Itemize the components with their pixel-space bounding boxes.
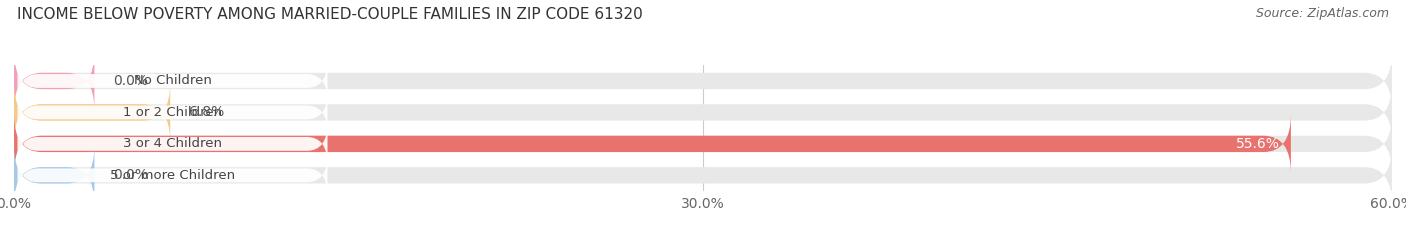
FancyBboxPatch shape bbox=[17, 60, 328, 102]
Text: 1 or 2 Children: 1 or 2 Children bbox=[122, 106, 222, 119]
FancyBboxPatch shape bbox=[17, 123, 328, 165]
Text: Source: ZipAtlas.com: Source: ZipAtlas.com bbox=[1256, 7, 1389, 20]
Text: 55.6%: 55.6% bbox=[1236, 137, 1279, 151]
FancyBboxPatch shape bbox=[14, 146, 94, 205]
FancyBboxPatch shape bbox=[14, 83, 170, 142]
FancyBboxPatch shape bbox=[14, 83, 1392, 142]
Text: No Children: No Children bbox=[134, 75, 211, 87]
FancyBboxPatch shape bbox=[14, 51, 1392, 110]
Text: 0.0%: 0.0% bbox=[112, 168, 148, 182]
Text: 0.0%: 0.0% bbox=[112, 74, 148, 88]
FancyBboxPatch shape bbox=[17, 154, 328, 197]
FancyBboxPatch shape bbox=[14, 114, 1392, 173]
FancyBboxPatch shape bbox=[14, 51, 94, 110]
Text: 3 or 4 Children: 3 or 4 Children bbox=[122, 137, 222, 150]
FancyBboxPatch shape bbox=[14, 146, 1392, 205]
Text: 6.8%: 6.8% bbox=[188, 105, 224, 120]
Text: INCOME BELOW POVERTY AMONG MARRIED-COUPLE FAMILIES IN ZIP CODE 61320: INCOME BELOW POVERTY AMONG MARRIED-COUPL… bbox=[17, 7, 643, 22]
FancyBboxPatch shape bbox=[14, 114, 1291, 173]
FancyBboxPatch shape bbox=[17, 91, 328, 134]
Text: 5 or more Children: 5 or more Children bbox=[110, 169, 235, 182]
